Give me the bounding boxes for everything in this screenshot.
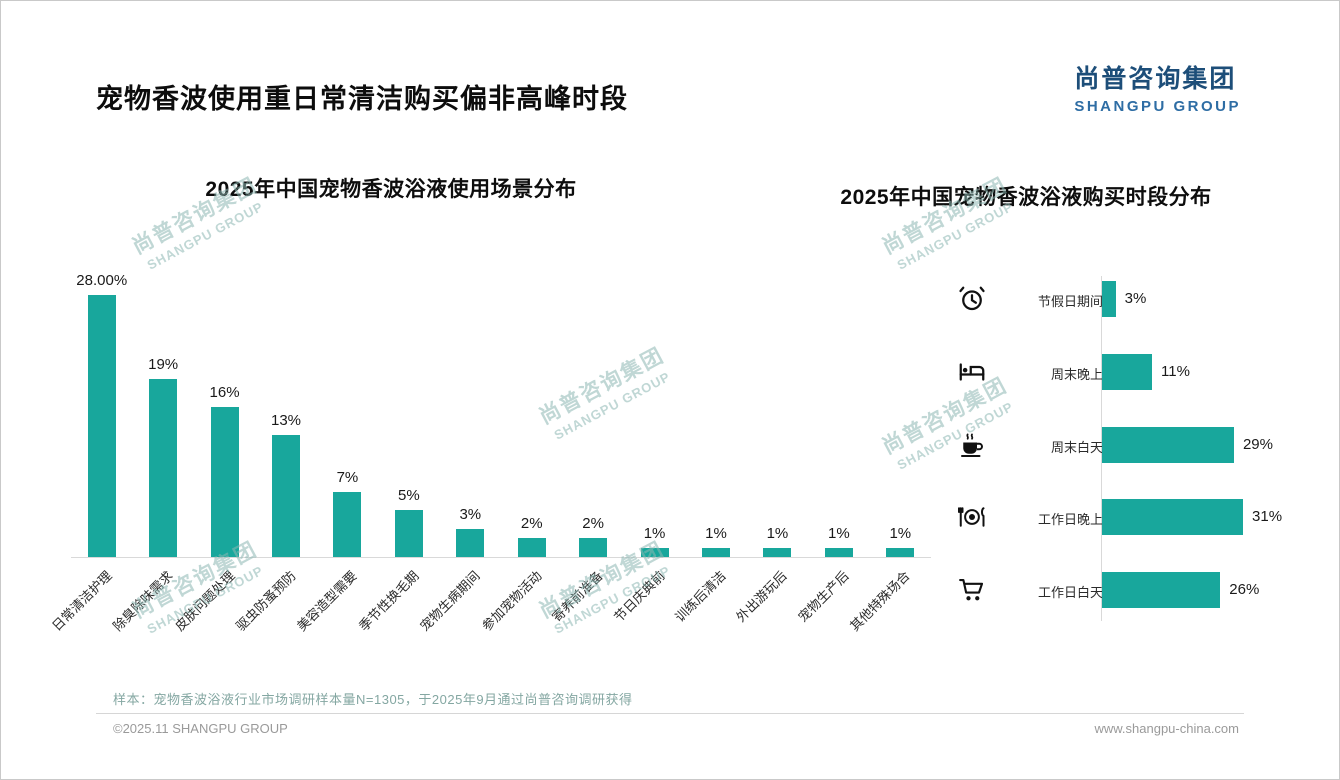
bar xyxy=(886,547,915,557)
watermark-en-text: SHANGPU GROUP xyxy=(144,198,266,273)
bed-icon xyxy=(957,357,989,389)
bar xyxy=(456,528,485,557)
bar-category-label: 周末晚上 xyxy=(1050,366,1103,382)
bar-category-label: 除臭除味需求 xyxy=(110,568,176,634)
bar-category-label: 参加宠物活动 xyxy=(478,568,545,634)
bar xyxy=(1102,499,1244,536)
company-logo: 尚普咨询集团 SHANGPU GROUP xyxy=(1074,59,1241,115)
bar xyxy=(87,295,116,557)
bar xyxy=(1102,426,1234,463)
bar-category-label: 驱虫防蚤预防 xyxy=(232,568,299,634)
bar-value-label: 19% xyxy=(148,356,179,374)
bar-value-label: 11% xyxy=(1161,362,1190,380)
bar xyxy=(824,547,853,557)
bar-category-label: 寄养前准备 xyxy=(549,568,606,625)
bar-value-label: 13% xyxy=(270,412,302,430)
logo-cn-text: 尚普咨询集团 xyxy=(1074,65,1237,93)
bar xyxy=(702,547,730,557)
bar-category-label: 训练后清洁 xyxy=(672,568,729,625)
bar-category-label: 宠物生产后 xyxy=(795,568,852,625)
bar xyxy=(394,510,423,557)
bar-value-label: 1% xyxy=(643,524,666,542)
bar-category-label: 季节性换毛期 xyxy=(355,568,422,634)
bar-category-label: 美容造型需要 xyxy=(294,568,361,634)
footer-divider xyxy=(96,713,1244,714)
bar-value-label: 31% xyxy=(1252,508,1283,526)
bar-category-label: 宠物生病期间 xyxy=(417,568,484,634)
bar xyxy=(1102,281,1116,317)
bar-category-label: 皮肤问题处理 xyxy=(171,568,238,634)
bar xyxy=(149,379,178,557)
bar-category-label: 工作日晚上 xyxy=(1037,512,1103,528)
y-axis-line xyxy=(1101,276,1102,621)
website-text: www.shangpu-china.com xyxy=(1094,721,1239,736)
bar xyxy=(210,407,239,557)
bar-value-label: 3% xyxy=(1124,290,1147,307)
cart-icon xyxy=(957,575,989,607)
bar-value-label: 1% xyxy=(766,524,789,542)
copyright-text: ©2025.11 SHANGPU GROUP xyxy=(113,721,288,736)
purchase-time-bar-chart: 节假日期间 3% 周末晚上 11% 周末白天 29% 工作日晚上 31% 工作日白天 26% xyxy=(951,276,1321,621)
bar xyxy=(1102,353,1153,390)
coffee-icon xyxy=(957,430,989,462)
bar-category-label: 外出游玩后 xyxy=(733,568,791,625)
bar xyxy=(1102,572,1221,608)
page-title: 宠物香波使用重日常清洁购买偏非高峰时段 xyxy=(96,84,628,114)
bar-category-label: 节假日期间 xyxy=(1037,294,1103,309)
bar-category-label: 节日庆典前 xyxy=(610,568,668,625)
bar-value-label: 1% xyxy=(828,524,850,542)
left-chart-title: 2025年中国宠物香波浴液使用场景分布 xyxy=(205,178,577,201)
bar-value-label: 28.00% xyxy=(76,272,128,289)
bar xyxy=(640,547,669,557)
alarm-clock-icon xyxy=(957,284,989,316)
bar-category-label: 周末白天 xyxy=(1050,439,1103,455)
sample-note: 样本：宠物香波浴液行业市场调研样本量N=1305，于2025年9月通过尚普咨询调… xyxy=(113,692,633,707)
bar-value-label: 3% xyxy=(459,505,482,523)
bar xyxy=(272,435,300,557)
bar-value-label: 1% xyxy=(705,524,727,542)
dining-icon xyxy=(957,502,989,534)
bar xyxy=(333,491,362,557)
usage-scenario-bar-chart: 28.00% 日常清洁护理 19% 除臭除味需求 16% 皮肤问题处理 13% 驱虫防蚤预防 7… xyxy=(49,272,931,634)
bar-value-label: 5% xyxy=(398,487,420,505)
bar xyxy=(579,538,608,557)
bar-category-label: 日常清洁护理 xyxy=(48,568,115,634)
bar xyxy=(763,547,792,557)
bar-value-label: 2% xyxy=(520,515,543,533)
bar-value-label: 2% xyxy=(582,515,604,533)
bar-value-label: 1% xyxy=(889,524,912,542)
logo-en-text: SHANGPU GROUP xyxy=(1074,98,1241,115)
bar-category-label: 其他特殊场合 xyxy=(847,568,914,634)
right-chart-title: 2025年中国宠物香波浴液购买时段分布 xyxy=(840,186,1212,209)
bar-value-label: 29% xyxy=(1242,435,1273,453)
bar xyxy=(517,538,546,557)
bar-category-label: 工作日白天 xyxy=(1037,585,1103,600)
bar-value-label: 26% xyxy=(1229,581,1260,598)
bar-value-label: 7% xyxy=(336,468,359,486)
bar-value-label: 16% xyxy=(209,384,240,402)
